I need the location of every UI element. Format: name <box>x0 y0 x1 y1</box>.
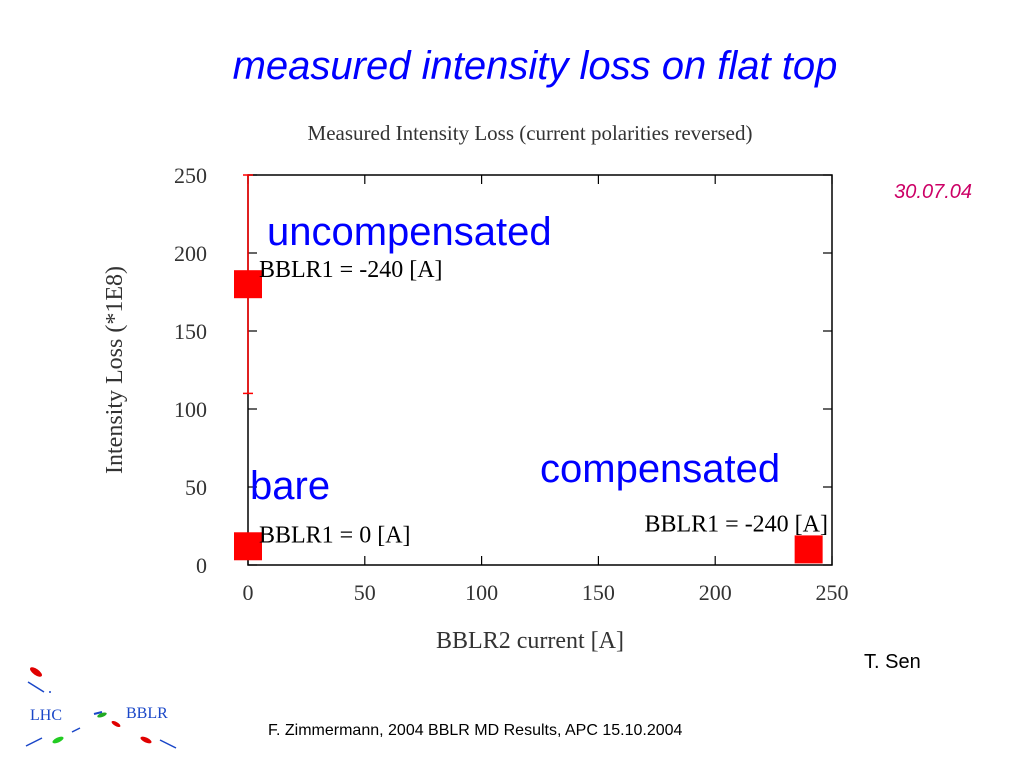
annotation-uncompensated: uncompensated <box>267 210 552 254</box>
data-point-marker <box>794 535 823 564</box>
x-axis-label: BBLR2 current [A] <box>436 628 624 654</box>
data-points <box>234 270 823 564</box>
y-tick-label: 100 <box>174 397 207 422</box>
x-tick-label: 150 <box>582 580 615 605</box>
author-label: T. Sen <box>864 651 921 673</box>
date-label: 30.07.04 <box>894 181 972 203</box>
axis-ticks: 0 50 100 150 200 250 0 50 100 150 200 250 <box>174 163 849 605</box>
y-tick-label: 50 <box>185 475 207 500</box>
x-tick-label: 100 <box>465 580 498 605</box>
y-tick-label: 200 <box>174 241 207 266</box>
logo-lhc-text: LHC <box>30 707 62 724</box>
lhc-bblr-logo: LHC BBLR <box>25 667 177 749</box>
y-tick-label: 250 <box>174 163 207 188</box>
annotation-bare: bare <box>250 464 331 508</box>
x-tick-label: 250 <box>816 580 849 605</box>
y-axis-label: Intensity Loss (*1E8) <box>102 266 128 474</box>
x-tick-label: 0 <box>243 580 254 605</box>
data-point-marker <box>234 532 262 561</box>
point-labels: BBLR1 = -240 [A] BBLR1 = 0 [A] BBLR1 = -24… <box>259 257 828 548</box>
data-point-label: BBLR1 = 0 [A] <box>259 522 411 548</box>
x-tick-label: 50 <box>354 580 376 605</box>
data-point-label: BBLR1 = -240 [A] <box>259 257 443 283</box>
y-tick-label: 0 <box>196 553 207 578</box>
footer-citation: F. Zimmermann, 2004 BBLR MD Results, APC… <box>268 722 683 739</box>
data-point-label: BBLR1 = -240 [A] <box>644 511 828 537</box>
annotation-compensated: compensated <box>540 447 781 491</box>
slide-title: measured intensity loss on flat top <box>232 44 838 88</box>
x-tick-label: 200 <box>699 580 732 605</box>
data-point-marker <box>234 270 262 299</box>
logo-bblr-text: BBLR <box>126 705 168 722</box>
chart-title: Measured Intensity Loss (current polarit… <box>308 121 753 145</box>
y-tick-label: 150 <box>174 319 207 344</box>
